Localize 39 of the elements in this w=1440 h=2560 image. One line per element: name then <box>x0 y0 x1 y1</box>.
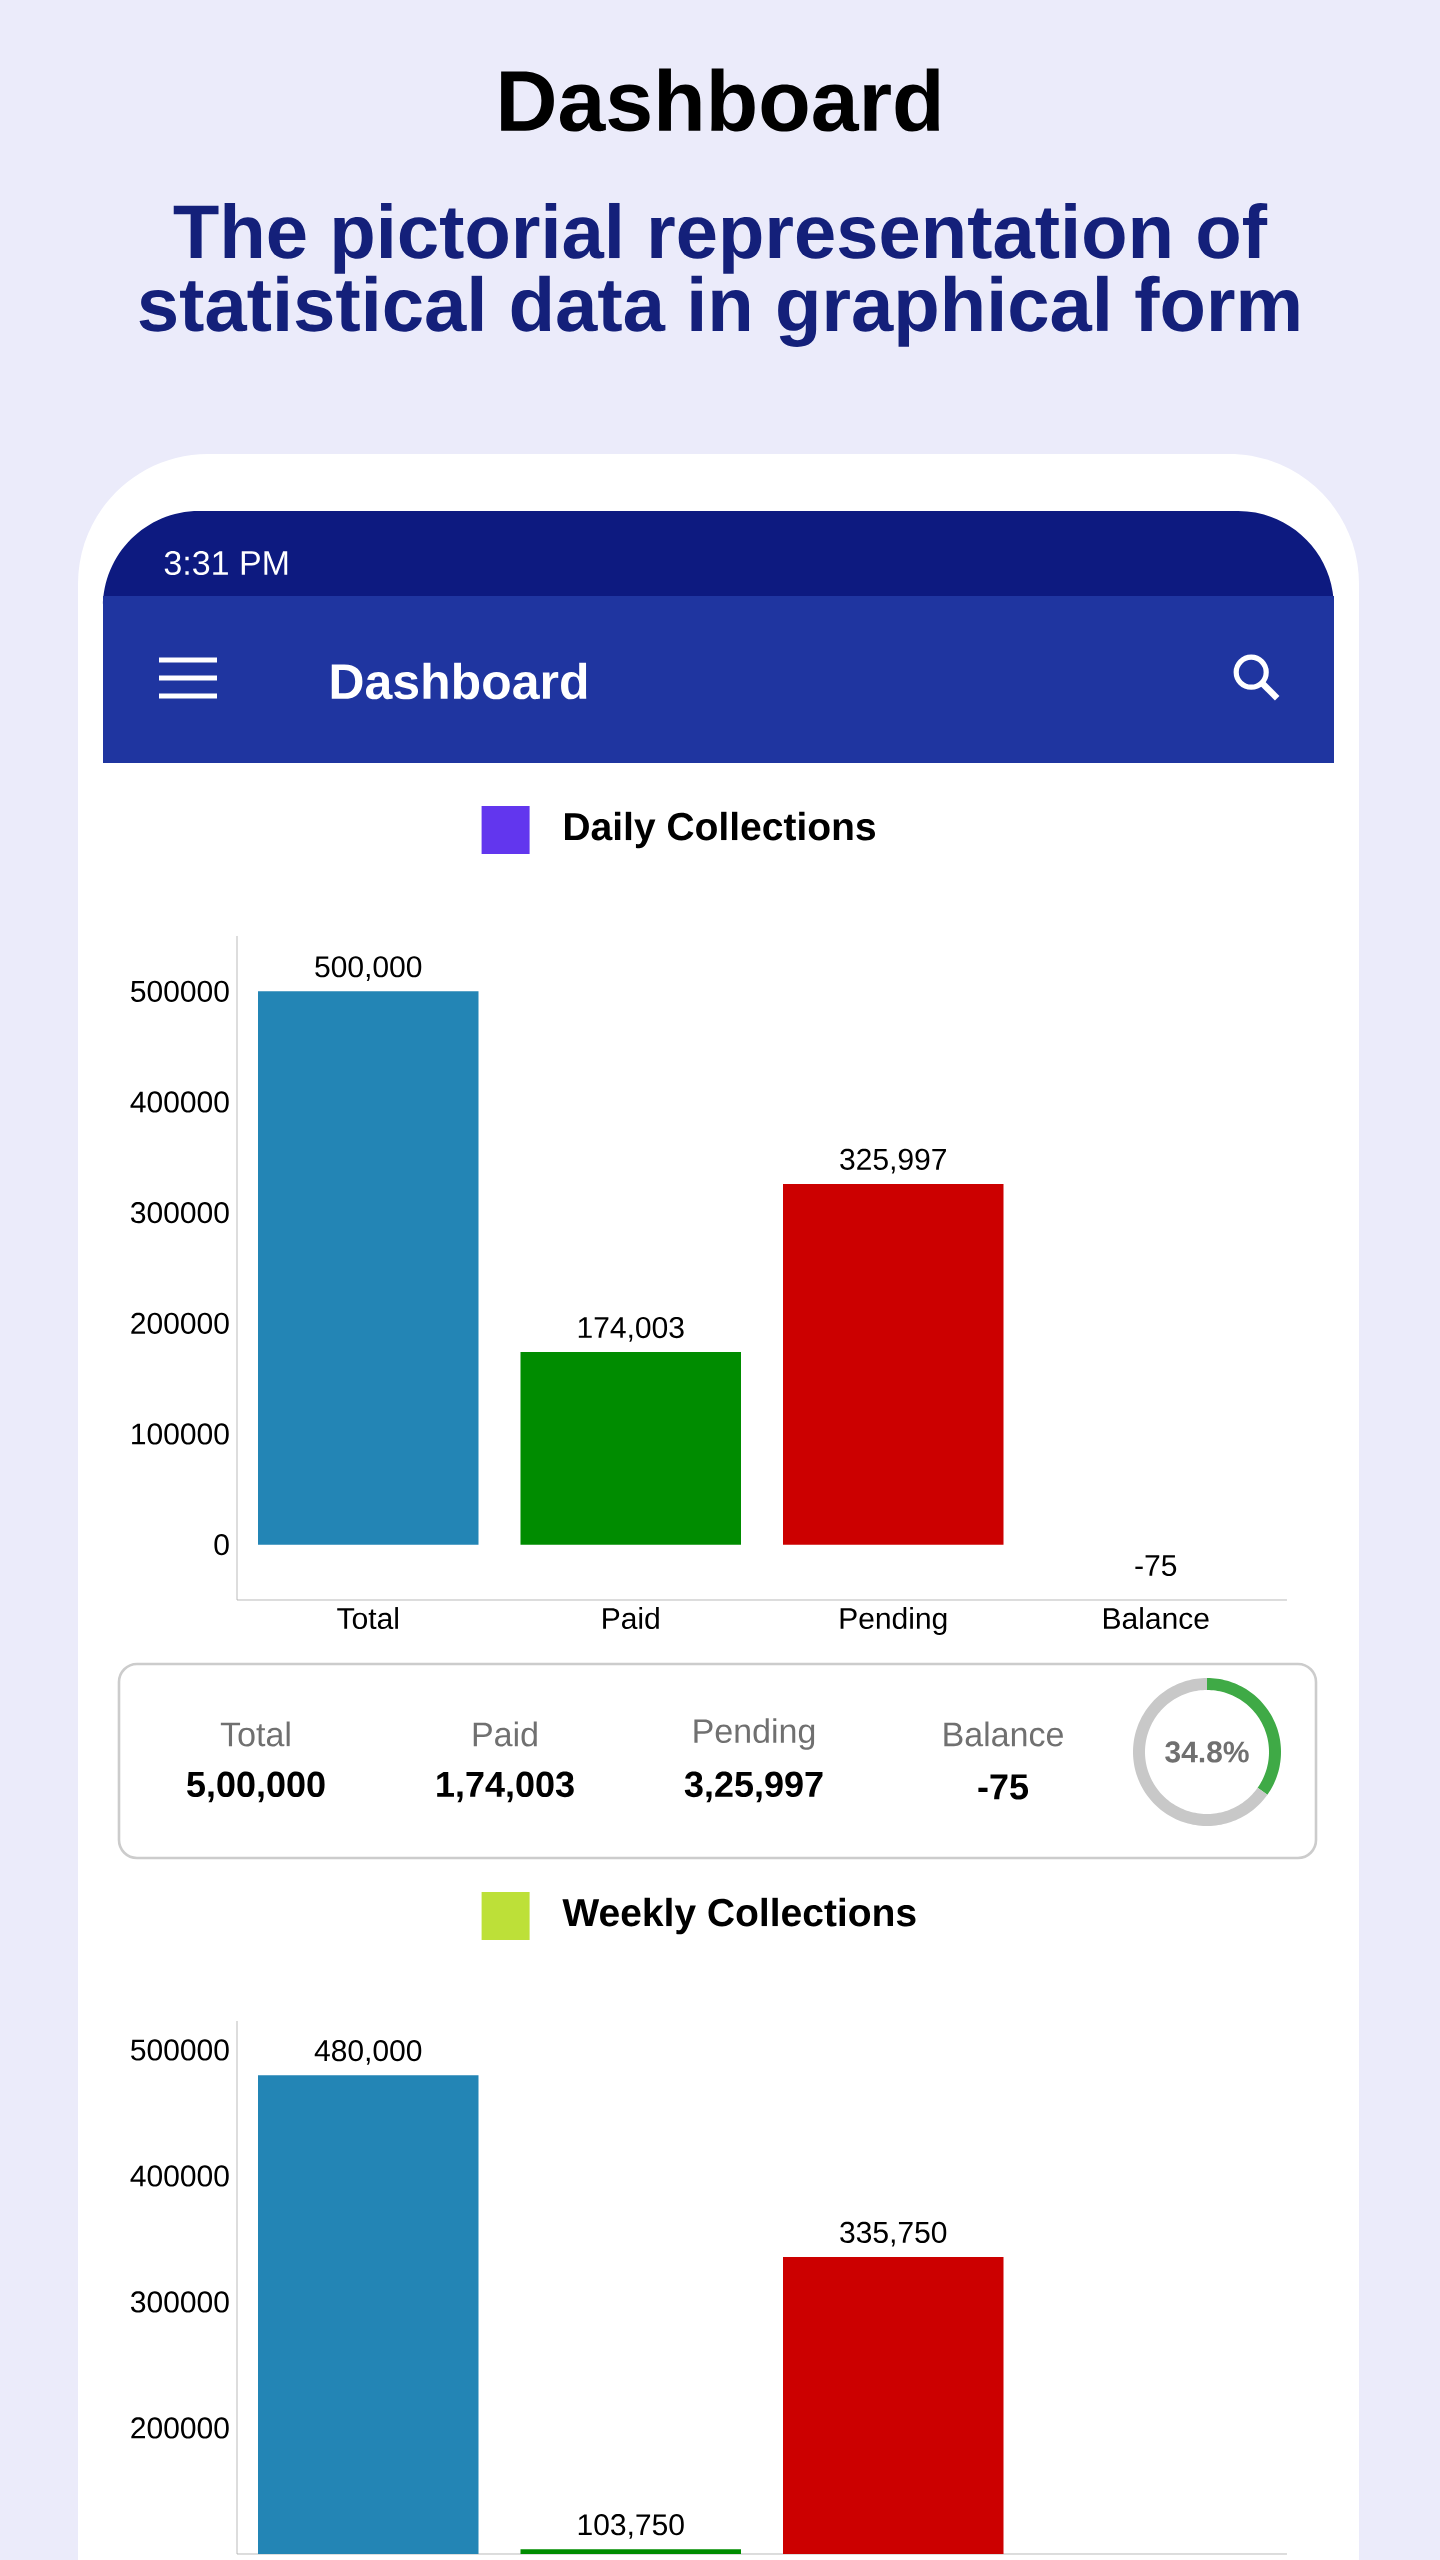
data-label: 174,003 <box>578 1316 684 1342</box>
text: 3,25,997 <box>684 1771 823 1803</box>
bar <box>783 1183 1004 1545</box>
text: Weekly Collections <box>562 1897 916 1935</box>
data-label: -75 <box>1135 1555 1177 1577</box>
y-tick-label: 100000 <box>132 1423 229 1445</box>
y-tick-label: 0 <box>214 1534 229 1556</box>
text: 5,00,000 <box>187 1771 325 1803</box>
y-tick-label: 500000 <box>131 2039 229 2061</box>
text: 34.8% <box>1165 1741 1249 1763</box>
text: Daily Collections <box>565 811 876 849</box>
y-tick-label: 400000 <box>130 2165 229 2187</box>
text: -75 <box>978 1774 1029 1800</box>
data-label: 480,000 <box>314 2039 422 2065</box>
y-tick-label: 200000 <box>131 1312 229 1334</box>
x-tick-label: Pending <box>840 1607 947 1635</box>
y-tick-label: 300000 <box>130 1202 229 1224</box>
data-label: 500,000 <box>315 956 422 981</box>
text: Pending <box>694 1718 815 1750</box>
y-tick-label: 300000 <box>130 2291 229 2313</box>
y-tick-label: 500000 <box>131 980 229 1002</box>
bar <box>520 1352 741 1545</box>
text: Paid <box>473 1721 537 1747</box>
text: Balance <box>944 1721 1063 1747</box>
text: Dashboard <box>501 68 939 132</box>
y-tick-label: 200000 <box>131 2417 229 2439</box>
data-label: 103,750 <box>578 2514 684 2539</box>
text: The pictorial representation of statistical data in graphical form <box>139 202 1299 347</box>
text: Total <box>220 1721 290 1747</box>
bar <box>258 991 479 1545</box>
x-tick-label: Paid <box>603 1607 659 1630</box>
x-tick-label: Balance <box>1103 1607 1209 1630</box>
text: Dashboard <box>331 662 587 700</box>
text: 3:31 PM <box>164 550 288 576</box>
y-tick-label: 400000 <box>130 1091 229 1113</box>
x-tick-label: Total <box>337 1607 398 1630</box>
data-label: 325,997 <box>840 1148 946 1174</box>
data-label: 335,750 <box>840 2221 947 2247</box>
text: 1,74,003 <box>437 1771 574 1803</box>
